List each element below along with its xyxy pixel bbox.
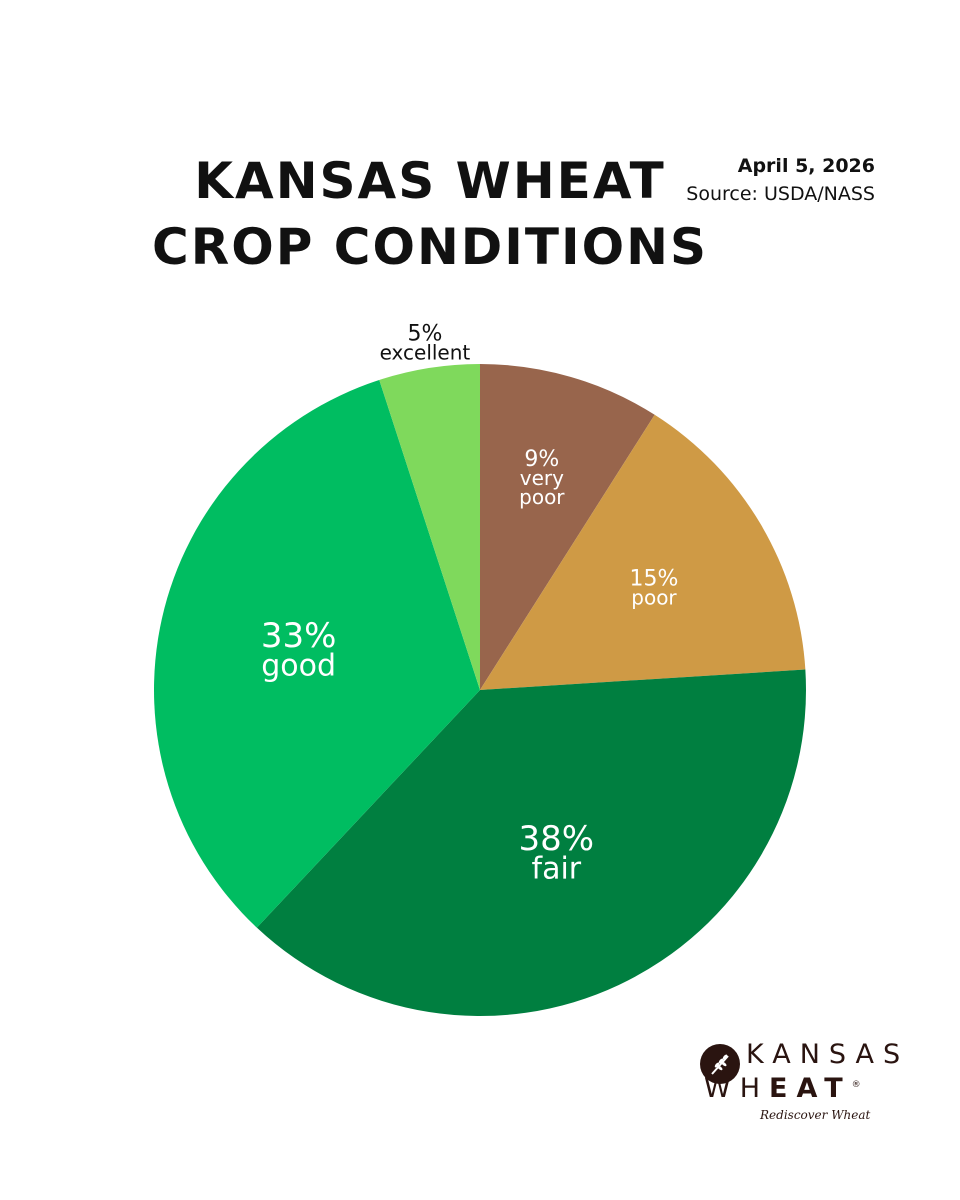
logo-text-wh: WH [704,1073,769,1104]
slice-label-good: 33%good [261,616,337,684]
pie-slice-poor [480,414,806,690]
chart-meta: April 5, 2026 Source: USDA/NASS [686,152,875,208]
slice-label-poor: 15%poor [630,566,679,609]
kansas-wheat-logo: KANSAS WHEAT® Rediscover Wheat [700,1040,920,1130]
pie-slice-very-poor [480,364,655,690]
slice-category-very-poor-1: poor [519,485,565,509]
slice-percent-good: 33% [261,616,337,656]
pie-slice-excellent [379,364,480,690]
registered-mark: ® [851,1080,861,1090]
slice-label-excellent: 5%excellent [380,321,471,364]
logo-text-eat: EAT [769,1073,852,1104]
slice-category-poor: poor [631,585,677,609]
chart-title-line-1: KANSAS WHEAT [194,152,666,210]
pie-slice-good [153,379,480,928]
slice-percent-poor: 15% [630,566,679,591]
slice-category-very-poor-0: very [520,466,564,490]
wheat-icon [700,1044,740,1084]
report-date: April 5, 2026 [737,155,875,177]
slice-percent-fair: 38% [519,819,595,859]
slice-category-fair: fair [532,851,582,886]
pie-slice-fair [256,669,806,1016]
slice-label-fair: 38%fair [519,819,595,887]
slice-percent-excellent: 5% [407,321,442,346]
slice-category-excellent: excellent [380,340,471,364]
logo-text-kansas: KANSAS [746,1039,910,1070]
slice-category-good: good [261,649,336,684]
chart-title: KANSAS WHEAT CROP CONDITIONS [0,148,860,280]
data-source: Source: USDA/NASS [686,183,875,205]
chart-title-line-2: CROP CONDITIONS [152,218,708,276]
slice-percent-very-poor: 9% [524,447,559,472]
logo-tagline: Rediscover Wheat [760,1108,871,1122]
logo-text-wheat: WHEAT® [704,1070,861,1104]
